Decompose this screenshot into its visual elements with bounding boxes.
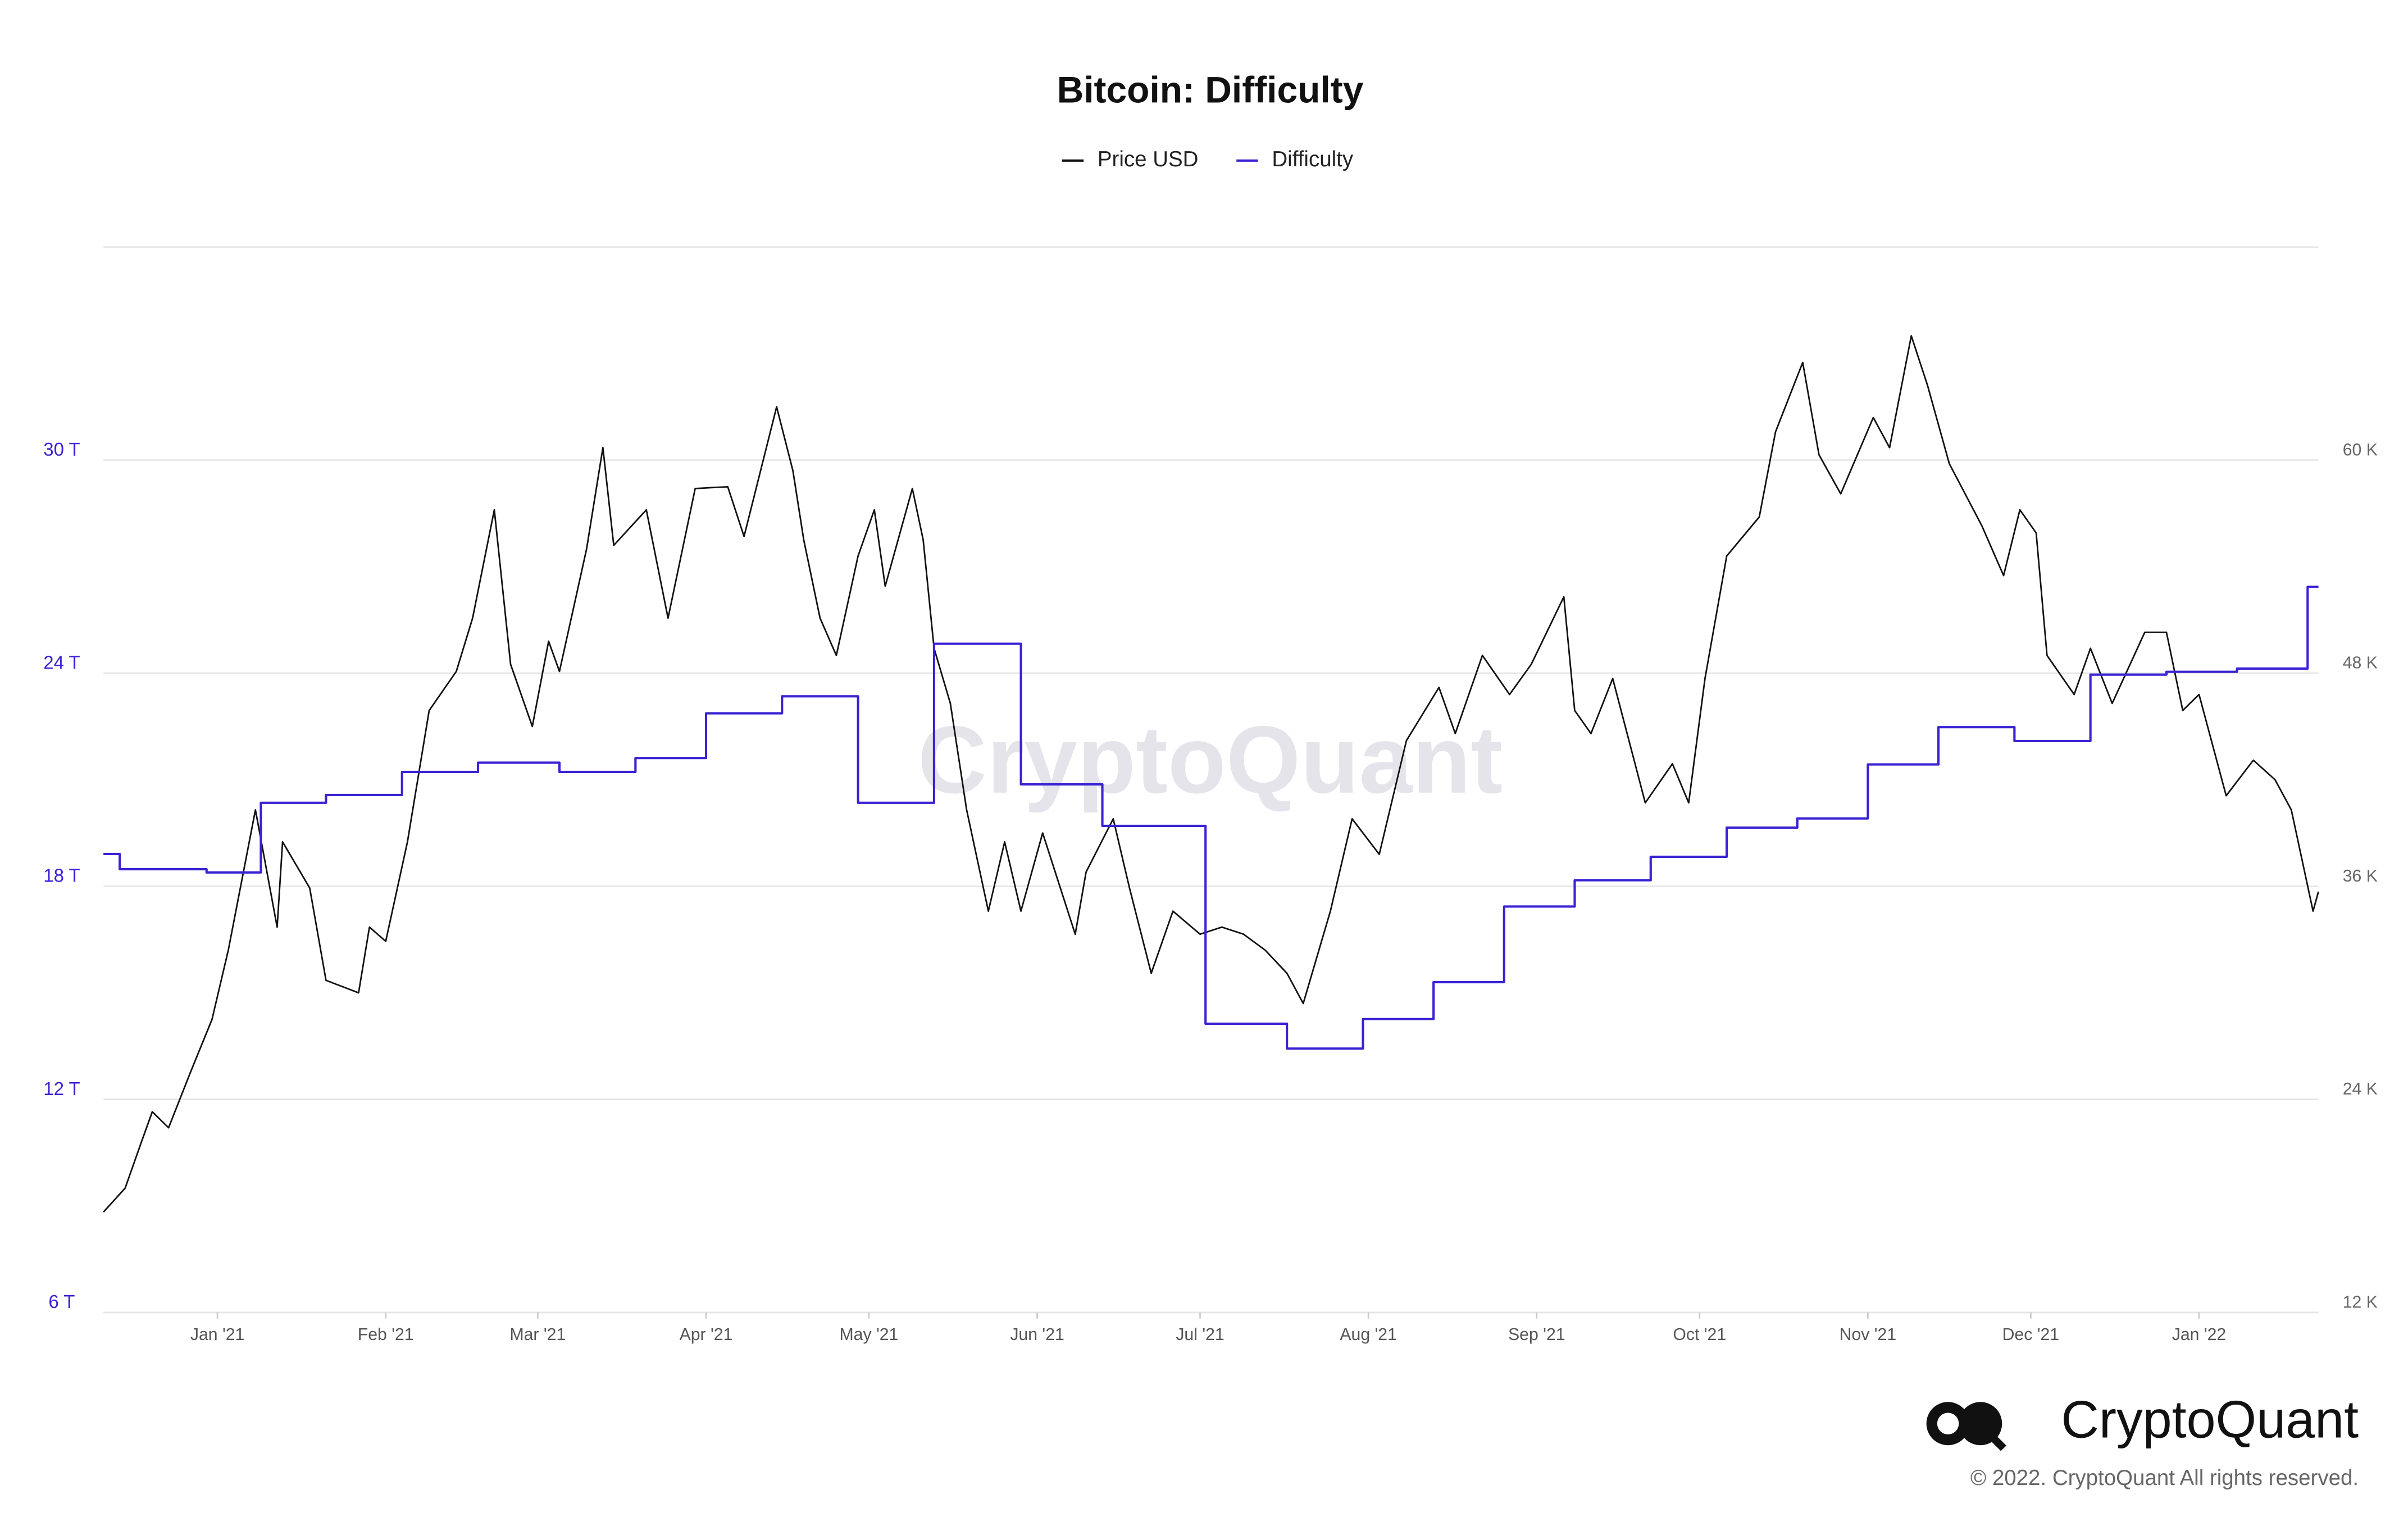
x-tick-label: Nov '21 xyxy=(1840,1325,1897,1344)
x-tick-label: Jan '21 xyxy=(190,1325,244,1344)
x-tick-label: Apr '21 xyxy=(680,1325,733,1344)
series-line xyxy=(103,585,2319,1050)
y2-tick-label: 12 K xyxy=(2343,1293,2378,1311)
x-tick-label: Dec '21 xyxy=(2002,1325,2060,1344)
y2-tick-label: 24 K xyxy=(2343,1080,2378,1098)
y-tick-label: 18 T xyxy=(43,865,80,886)
legend-label: Price USD xyxy=(1098,147,1199,171)
brand-logo xyxy=(1926,1402,2006,1451)
legend-label: Difficulty xyxy=(1272,147,1353,171)
y-tick-label: 6 T xyxy=(48,1291,75,1312)
chart-title: Bitcoin: Difficulty xyxy=(1057,69,1364,110)
x-tick-label: Sep '21 xyxy=(1508,1325,1565,1344)
y-tick-label: 30 T xyxy=(43,439,80,460)
series-line xyxy=(103,335,2319,1213)
y2-tick-label: 36 K xyxy=(2343,867,2378,885)
x-tick-label: Jun '21 xyxy=(1010,1325,1064,1344)
x-tick-label: Feb '21 xyxy=(358,1325,414,1344)
x-tick-label: Jan '22 xyxy=(2172,1325,2227,1344)
x-tick-label: Aug '21 xyxy=(1340,1325,1397,1344)
x-tick-label: May '21 xyxy=(840,1325,899,1344)
x-tick-label: Jul '21 xyxy=(1176,1325,1224,1344)
y2-tick-label: 60 K xyxy=(2343,440,2378,459)
y2-tick-label: 48 K xyxy=(2343,654,2378,673)
y-tick-label: 12 T xyxy=(43,1078,80,1099)
x-tick-label: Mar '21 xyxy=(509,1325,566,1344)
y-tick-label: 24 T xyxy=(43,652,80,673)
x-tick-label: Oct '21 xyxy=(1673,1325,1726,1344)
brand-name: CryptoQuant xyxy=(2061,1389,2359,1448)
watermark: CryptoQuant xyxy=(918,707,1503,814)
copyright: © 2022. CryptoQuant All rights reserved. xyxy=(1970,1466,2359,1490)
